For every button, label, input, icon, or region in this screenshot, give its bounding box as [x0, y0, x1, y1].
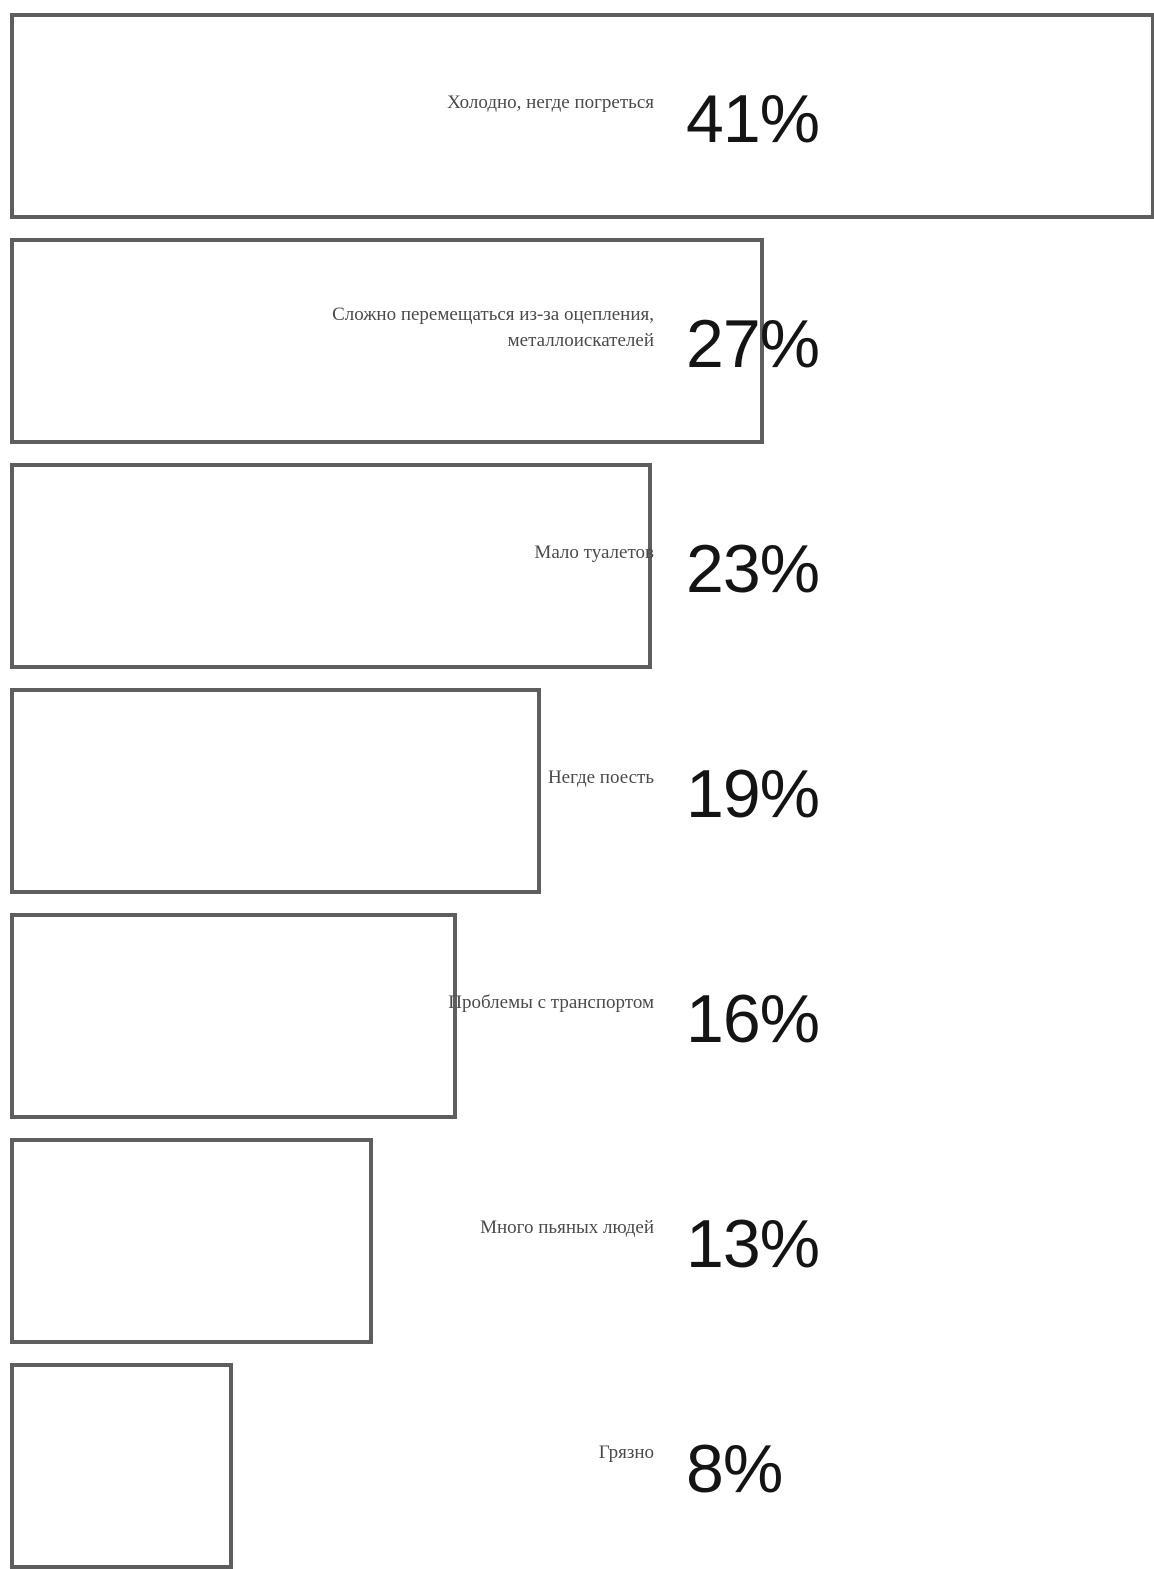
- bar-value-label: 13%: [686, 1206, 820, 1282]
- bar-value-label: 27%: [686, 306, 820, 382]
- bar-category-label: Проблемы с транспортом: [448, 992, 654, 1013]
- bar-1: [10, 13, 1154, 219]
- bar-value-label: 8%: [686, 1431, 783, 1507]
- bar-7: [10, 1363, 233, 1569]
- bar-5: [10, 913, 457, 1119]
- bar-3: [10, 463, 652, 669]
- bar-category-label: Мало туалетов: [534, 542, 654, 563]
- bar-6: [10, 1138, 373, 1344]
- bar-value-label: 41%: [686, 81, 820, 157]
- bar-value-label: 23%: [686, 531, 820, 607]
- bar-category-label: Холодно, негде погреться: [447, 92, 654, 113]
- bar-category-label: Много пьяных людей: [480, 1217, 654, 1238]
- bar-category-label: Грязно: [598, 1442, 654, 1463]
- bar-category-label: Сложно перемещаться из-за оцепления, мет…: [332, 304, 654, 351]
- bar-category-label: Негде поесть: [547, 767, 654, 788]
- bar-value-label: 16%: [686, 981, 820, 1057]
- bar-2: [10, 238, 764, 444]
- bar-4: [10, 688, 541, 894]
- bar-value-label: 19%: [686, 756, 820, 832]
